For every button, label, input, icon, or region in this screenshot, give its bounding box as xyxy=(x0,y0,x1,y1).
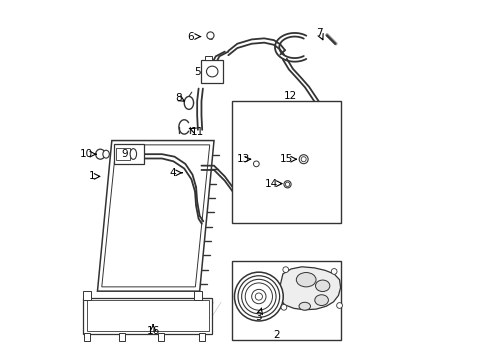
Text: 15: 15 xyxy=(280,154,293,164)
Circle shape xyxy=(251,289,265,304)
Circle shape xyxy=(241,279,276,314)
Polygon shape xyxy=(97,140,214,291)
Bar xyxy=(119,333,125,341)
Text: 7: 7 xyxy=(316,28,323,38)
Ellipse shape xyxy=(314,295,328,306)
Ellipse shape xyxy=(253,161,259,167)
Ellipse shape xyxy=(285,182,289,186)
Bar xyxy=(194,291,202,300)
Text: 14: 14 xyxy=(264,179,278,189)
Polygon shape xyxy=(279,267,340,310)
Bar xyxy=(231,261,341,339)
Bar xyxy=(83,291,91,300)
Text: 16: 16 xyxy=(146,326,160,336)
Text: 2: 2 xyxy=(273,330,280,340)
Bar xyxy=(83,298,212,334)
Bar xyxy=(86,300,208,330)
Bar xyxy=(113,144,144,164)
Bar xyxy=(83,333,90,341)
Circle shape xyxy=(282,267,288,273)
Circle shape xyxy=(234,272,283,321)
Circle shape xyxy=(330,269,336,274)
Ellipse shape xyxy=(298,302,310,310)
Bar xyxy=(231,101,341,223)
Ellipse shape xyxy=(130,149,136,159)
Ellipse shape xyxy=(301,157,305,162)
Ellipse shape xyxy=(299,155,307,164)
Ellipse shape xyxy=(102,150,109,158)
Circle shape xyxy=(255,293,262,300)
Text: 8: 8 xyxy=(175,93,181,103)
Bar xyxy=(204,55,211,60)
Bar xyxy=(198,333,204,341)
Text: 6: 6 xyxy=(187,32,194,41)
Bar xyxy=(158,333,164,341)
Ellipse shape xyxy=(206,32,214,39)
Text: 10: 10 xyxy=(80,149,93,159)
Circle shape xyxy=(244,283,272,310)
Text: 9: 9 xyxy=(121,149,127,159)
Circle shape xyxy=(336,303,342,309)
Text: 13: 13 xyxy=(237,154,250,164)
Circle shape xyxy=(281,305,286,310)
Text: 1: 1 xyxy=(89,171,95,181)
Bar xyxy=(201,60,223,83)
Ellipse shape xyxy=(284,181,290,188)
Ellipse shape xyxy=(315,280,329,292)
Text: 3: 3 xyxy=(255,312,262,322)
Text: 4: 4 xyxy=(169,168,176,178)
Ellipse shape xyxy=(96,149,105,159)
Ellipse shape xyxy=(296,273,315,287)
Ellipse shape xyxy=(206,66,218,77)
Bar xyxy=(116,148,130,160)
Text: 12: 12 xyxy=(283,91,296,101)
Circle shape xyxy=(238,276,279,318)
Text: 5: 5 xyxy=(193,67,200,77)
Text: 11: 11 xyxy=(191,127,204,136)
